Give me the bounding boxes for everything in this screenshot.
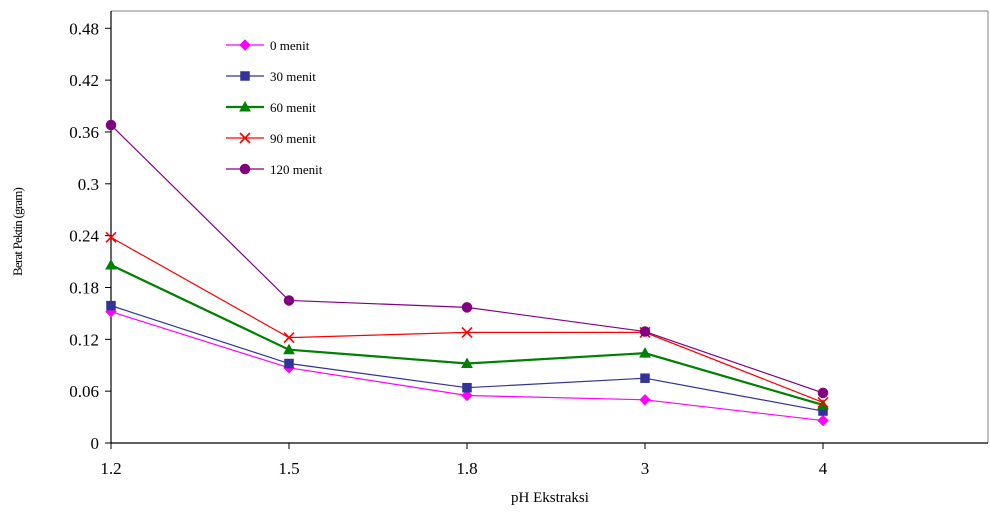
series-line [110, 236, 824, 403]
legend-marker [239, 39, 251, 51]
data-point [640, 373, 650, 383]
y-tick-label: 0.42 [69, 71, 99, 90]
data-point [105, 119, 117, 131]
legend-item: 120 menit [226, 162, 323, 177]
y-tick-label: 0.24 [69, 227, 99, 246]
data-point [817, 414, 829, 427]
data-point [461, 357, 473, 369]
data-point [105, 231, 117, 243]
y-tick-label: 0.36 [69, 123, 99, 142]
y-tick-label: 0.18 [69, 278, 99, 297]
y-tick-label: 0.06 [69, 382, 99, 401]
legend-item: 30 menit [226, 69, 316, 84]
legend-item: 0 menit [226, 38, 310, 53]
x-tick-label: 1.5 [278, 459, 299, 478]
data-point [461, 302, 473, 313]
data-point [639, 326, 651, 337]
y-tick-label: 0.12 [69, 330, 99, 349]
legend-item: 60 menit [226, 100, 316, 115]
data-point [284, 358, 294, 369]
data-point [817, 396, 829, 408]
series-120-menit [105, 119, 829, 399]
data-point [462, 382, 472, 393]
legend-label: 60 menit [270, 100, 316, 115]
legend-label: 120 menit [270, 162, 323, 177]
data-point [639, 347, 651, 358]
data-point [461, 389, 473, 402]
legend-label: 90 menit [270, 131, 316, 146]
data-point [283, 332, 295, 344]
data-point [106, 300, 116, 311]
x-tick-label: 3 [641, 459, 650, 478]
data-point [283, 343, 295, 355]
data-point [283, 295, 295, 306]
x-tick-label: 1.2 [100, 459, 121, 478]
legend-label: 30 menit [270, 69, 316, 84]
legend: 0 menit 30 menit 60 menit 90 menit 120 menit [226, 38, 323, 177]
data-point [817, 387, 829, 399]
y-axis-title: Berat Pektin (gram) [10, 188, 25, 277]
data-point [105, 258, 117, 270]
y-tick-label: 0.3 [78, 175, 99, 194]
x-axis-title: pH Ekstraksi [511, 490, 589, 506]
y-tick-label: 0 [91, 434, 100, 453]
legend-marker [239, 132, 251, 144]
x-tick-label: 4 [819, 459, 828, 478]
series-60-menit [105, 258, 829, 410]
legend-label: 0 menit [270, 38, 310, 53]
legend-item: 90 menit [226, 131, 316, 146]
data-point [639, 394, 651, 406]
legend-marker [239, 100, 251, 112]
series-90-menit [105, 231, 829, 408]
data-point [461, 326, 473, 338]
legend-marker [239, 163, 251, 175]
y-tick-label: 0.48 [69, 19, 99, 38]
legend-marker [240, 71, 250, 81]
series-30-menit [106, 300, 828, 416]
x-tick-label: 1.8 [456, 459, 477, 478]
series-line [110, 124, 824, 394]
